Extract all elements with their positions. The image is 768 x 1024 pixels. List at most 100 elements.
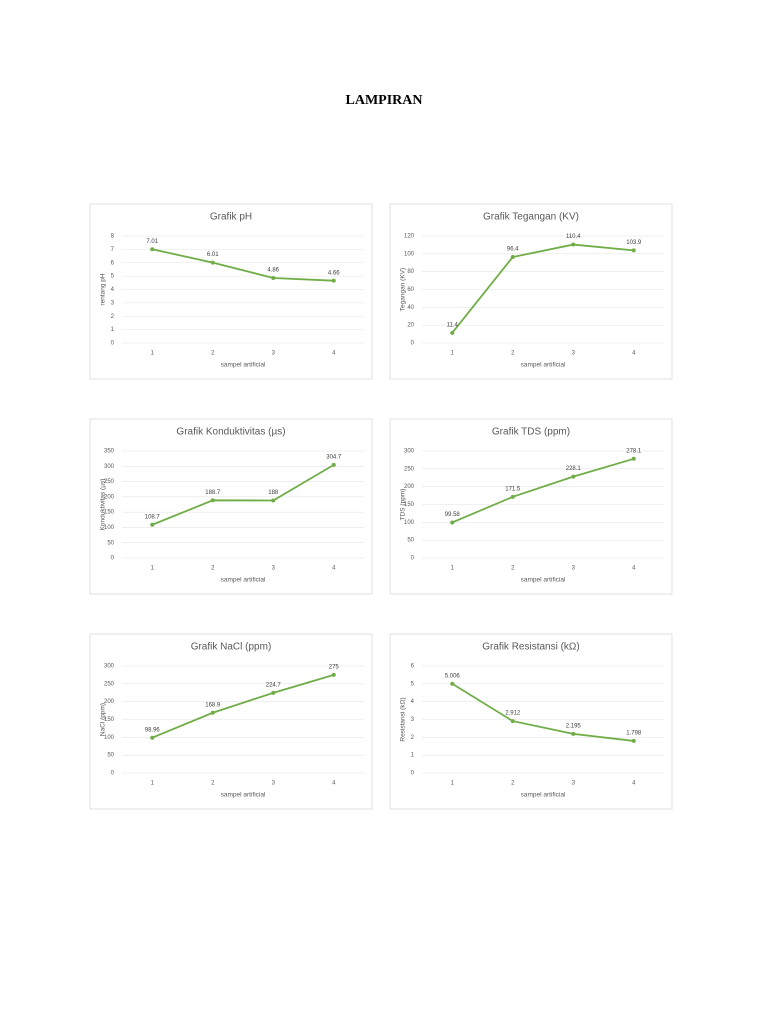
data-point: [150, 522, 155, 527]
x-axis-label: sampel artificial: [221, 362, 266, 369]
data-label: 2.195: [566, 723, 582, 729]
y-tick-label: 250: [104, 681, 115, 687]
data-point: [271, 275, 276, 280]
data-label: 188: [268, 490, 279, 496]
data-line: [451, 457, 635, 524]
x-axis-label: sampel artificial: [221, 577, 266, 584]
y-tick-label: 5: [111, 274, 115, 280]
y-tick-label: 150: [404, 502, 415, 508]
x-tick-label: 2: [211, 351, 215, 357]
y-tick-label: 250: [104, 479, 115, 485]
data-point: [210, 710, 215, 715]
x-tick-label: 3: [272, 781, 276, 787]
y-tick-label: 50: [107, 753, 114, 759]
data-point: [210, 498, 215, 503]
chart-title: Grafik pH: [210, 212, 252, 223]
y-tick-label: 300: [404, 449, 415, 455]
y-tick-label: 8: [111, 234, 115, 240]
data-point: [631, 738, 636, 743]
data-point: [271, 690, 276, 695]
data-point: [331, 672, 336, 677]
data-label: 11.4: [447, 322, 459, 328]
data-line: [151, 464, 335, 526]
x-tick-label: 1: [451, 351, 455, 357]
chart-title: Grafik TDS (ppm): [492, 427, 570, 438]
data-label: 188.7: [205, 490, 221, 496]
y-axis-label: NaCl (ppm): [100, 703, 107, 736]
chart-frame: [389, 633, 673, 810]
y-tick-label: 200: [104, 494, 115, 500]
y-tick-label: 3: [411, 717, 415, 723]
y-tick-label: 100: [104, 735, 115, 741]
data-point: [631, 456, 636, 461]
y-tick-label: 1: [411, 753, 415, 759]
y-tick-label: 80: [407, 269, 414, 275]
data-label: 98.96: [145, 727, 161, 733]
data-point: [331, 278, 336, 283]
x-tick-label: 1: [451, 781, 455, 787]
y-tick-label: 150: [104, 510, 115, 516]
data-point: [271, 498, 276, 503]
y-tick-label: 0: [411, 771, 415, 777]
x-tick-label: 1: [451, 566, 455, 572]
x-tick-label: 1: [151, 566, 155, 572]
y-tick-label: 0: [111, 556, 115, 562]
y-tick-label: 4: [111, 287, 115, 293]
data-label: 304.7: [326, 454, 342, 460]
y-tick-label: 20: [407, 323, 414, 329]
x-tick-label: 1: [151, 781, 155, 787]
x-tick-label: 4: [332, 781, 336, 787]
x-tick-label: 3: [272, 351, 276, 357]
data-label: 228.1: [566, 466, 582, 472]
x-tick-label: 2: [511, 566, 515, 572]
data-line: [152, 248, 334, 282]
chart-frame: [389, 418, 673, 595]
chart-frame: [89, 203, 373, 380]
data-point: [150, 247, 155, 252]
data-label: 275: [329, 664, 340, 670]
data-point: [331, 462, 336, 467]
y-tick-label: 2: [111, 314, 115, 320]
data-label: 7.01: [146, 239, 158, 245]
data-label: 110.4: [566, 234, 581, 240]
x-tick-label: 2: [211, 566, 215, 572]
data-label: 108.7: [145, 514, 161, 520]
x-tick-label: 3: [572, 781, 576, 787]
y-tick-label: 40: [407, 305, 414, 311]
x-axis-label: sampel artificial: [521, 362, 566, 369]
y-tick-label: 0: [411, 341, 415, 347]
y-tick-label: 2: [411, 735, 415, 741]
y-tick-label: 4: [411, 699, 415, 705]
y-tick-label: 60: [407, 287, 414, 293]
x-tick-label: 2: [511, 781, 515, 787]
y-tick-label: 1: [111, 327, 115, 333]
chart-frame: [89, 633, 373, 810]
y-tick-label: 0: [411, 556, 415, 562]
chart-frame: [89, 418, 373, 595]
data-point: [571, 731, 576, 736]
data-label: 6.01: [207, 252, 219, 258]
data-point: [150, 735, 155, 740]
x-tick-label: 2: [211, 781, 215, 787]
data-point: [450, 330, 455, 335]
data-point: [510, 494, 515, 499]
y-tick-label: 50: [407, 538, 414, 544]
y-tick-label: 6: [111, 260, 115, 266]
data-point: [631, 248, 636, 253]
data-point: [210, 260, 215, 265]
y-axis-label: TDS (ppm): [400, 489, 407, 521]
y-axis-label: Konduktivitas (µs): [100, 479, 107, 531]
chart-title: Grafik NaCl (ppm): [191, 642, 272, 653]
data-label: 103.9: [626, 240, 642, 246]
x-axis-label: sampel artificial: [221, 792, 266, 799]
page-title: LAMPIRAN: [346, 93, 423, 108]
data-point: [571, 242, 576, 247]
y-tick-label: 0: [111, 771, 115, 777]
y-tick-label: 120: [404, 234, 415, 240]
y-tick-label: 250: [404, 466, 415, 472]
y-axis-label: Tegangan (KV): [400, 268, 407, 311]
y-tick-label: 350: [104, 449, 115, 455]
data-line: [451, 243, 634, 334]
y-tick-label: 50: [107, 540, 114, 546]
y-tick-label: 3: [111, 300, 115, 306]
